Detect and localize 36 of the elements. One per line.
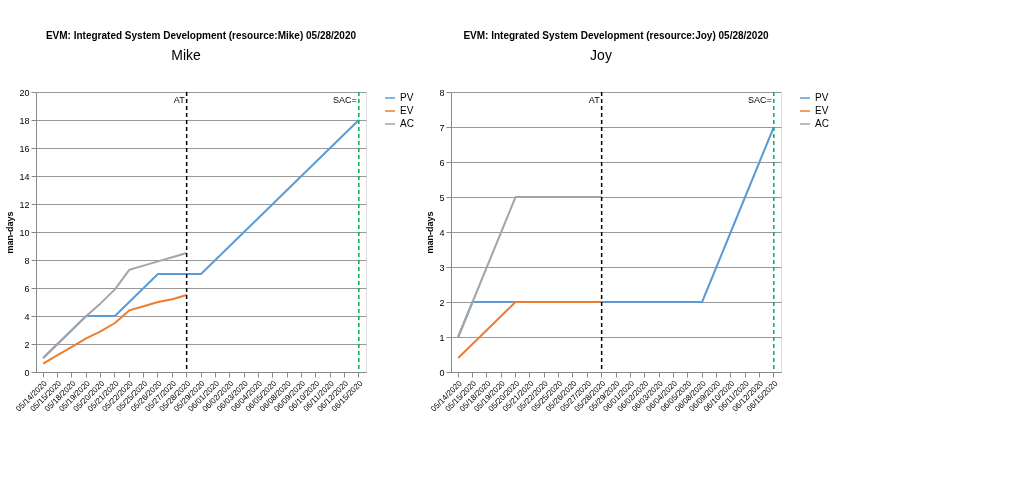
chart-title: EVM: Integrated System Development (resource:Mike) 05/28/2020 <box>45 30 357 41</box>
chart-title: EVM: Integrated System Development (resource:Joy) 05/28/2020 <box>463 30 769 41</box>
y-tick-label: 14 <box>19 171 30 182</box>
ref-line-label: AT <box>173 95 186 105</box>
legend-label: PV <box>400 92 414 103</box>
y-tick-label: 10 <box>19 227 30 238</box>
y-axis-title: man-days <box>5 211 16 254</box>
y-tick-label: 2 <box>439 297 445 308</box>
y-tick-label: 5 <box>439 192 445 203</box>
ref-line-label: SAC= <box>333 95 357 105</box>
y-tick-label: 12 <box>19 199 30 210</box>
y-tick-label: 0 <box>24 367 30 378</box>
y-tick-label: 8 <box>439 87 445 98</box>
ref-line-label: SAC= <box>748 95 772 105</box>
y-tick-label: 6 <box>439 157 445 168</box>
y-tick-label: 8 <box>24 255 30 266</box>
legend-label: EV <box>400 105 414 116</box>
y-tick-label: 6 <box>24 283 30 294</box>
y-tick-label: 1 <box>439 332 445 343</box>
legend-label: AC <box>815 118 829 129</box>
y-tick-label: 18 <box>19 115 30 126</box>
text: Joy <box>590 47 612 63</box>
y-axis-title: man-days <box>425 211 436 254</box>
legend-label: EV <box>815 105 829 116</box>
text: Mike <box>171 47 201 63</box>
legend-label: AC <box>400 118 414 129</box>
y-tick-label: 4 <box>24 311 30 322</box>
y-tick-label: 7 <box>439 122 445 133</box>
y-tick-label: 0 <box>439 367 445 378</box>
ref-line-label: AT <box>588 95 601 105</box>
y-tick-label: 20 <box>19 87 30 98</box>
y-tick-label: 4 <box>439 227 445 238</box>
legend-label: PV <box>815 92 829 103</box>
y-tick-label: 2 <box>24 339 30 350</box>
y-tick-label: 16 <box>19 143 30 154</box>
y-tick-label: 3 <box>439 262 445 273</box>
